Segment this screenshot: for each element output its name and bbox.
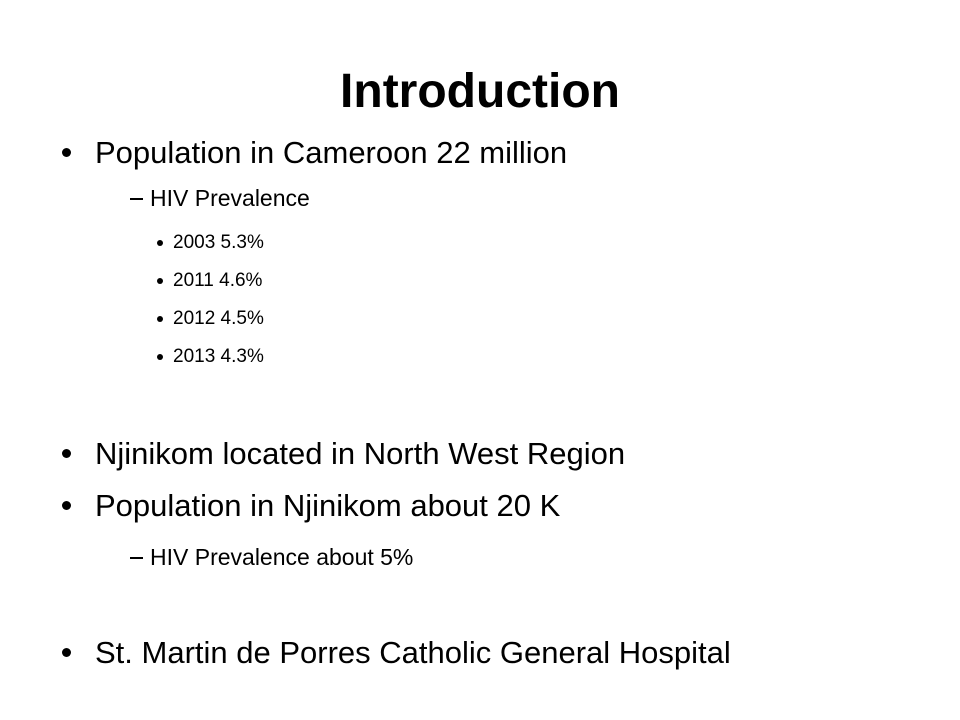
bullet-text: Njinikom located in North West Region xyxy=(95,436,626,471)
bullet xyxy=(62,648,71,657)
bullet xyxy=(157,316,163,322)
bullet xyxy=(157,278,163,284)
bullet xyxy=(62,449,71,458)
sub-sub-bullet-text: 2011 4.6% xyxy=(173,270,263,291)
sub-sub-bullet-text: 2003 5.3% xyxy=(173,232,264,253)
dash xyxy=(130,557,143,559)
sub-sub-bullet-text: 2012 4.5% xyxy=(173,308,264,329)
bullet xyxy=(157,354,163,360)
slide-title: Introduction xyxy=(340,65,620,118)
bullet-text: St. Martin de Porres Catholic General Ho… xyxy=(95,635,731,670)
bullet xyxy=(62,148,71,157)
sub-bullet-text: HIV Prevalence about 5% xyxy=(150,544,414,570)
bullet xyxy=(62,501,71,510)
bullet-text: Population in Njinikom about 20 K xyxy=(95,488,561,523)
sub-sub-bullet-text: 2013 4.3% xyxy=(173,346,264,367)
bullet-text: Population in Cameroon 22 million xyxy=(95,135,568,170)
bullet xyxy=(157,240,163,246)
dash xyxy=(130,198,143,200)
sub-bullet-text: HIV Prevalence xyxy=(150,185,310,211)
